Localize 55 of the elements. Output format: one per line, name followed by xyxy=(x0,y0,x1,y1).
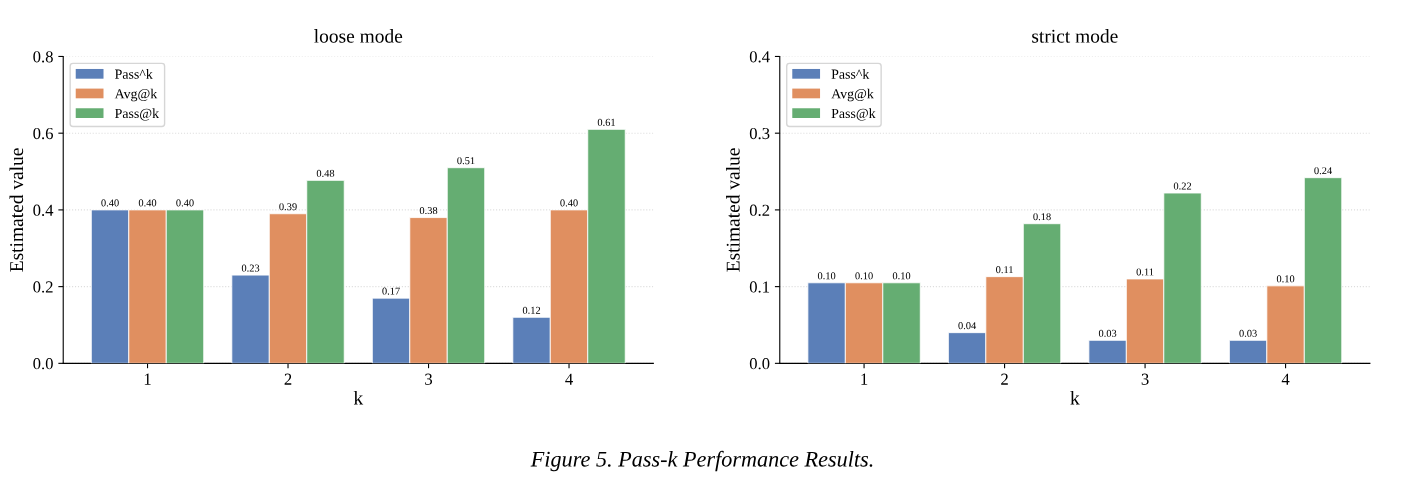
legend-label: Pass^k xyxy=(115,69,153,79)
x-tick-label: 4 xyxy=(565,373,573,385)
y-tick-label: 0.3 xyxy=(749,127,770,140)
data-label: 0.22 xyxy=(1173,182,1192,190)
data-label: 0.23 xyxy=(241,264,260,272)
x-tick-label: 1 xyxy=(861,373,868,385)
y-axis-title: Estimated value xyxy=(726,148,740,272)
x-axis-title: k xyxy=(1070,390,1080,405)
y-tick-label: 0.4 xyxy=(33,204,54,216)
chart-title: loose mode xyxy=(314,29,403,43)
y-tick-label: 0.8 xyxy=(33,51,53,63)
data-label: 0.11 xyxy=(1136,268,1154,276)
data-label: 0.11 xyxy=(996,266,1013,274)
data-label: 0.38 xyxy=(419,207,438,215)
data-label: 0.40 xyxy=(176,199,194,207)
data-label: 0.24 xyxy=(1314,167,1332,175)
data-label: 0.03 xyxy=(1098,329,1117,337)
data-label: 0.04 xyxy=(958,322,977,330)
y-tick-label: 0.1 xyxy=(749,281,770,293)
x-tick-label: 2 xyxy=(1001,373,1008,385)
data-label: 0.51 xyxy=(457,157,475,165)
x-tick-label: 2 xyxy=(284,373,292,385)
legend-label: Pass@k xyxy=(115,108,160,121)
data-label: 0.61 xyxy=(597,118,615,126)
x-tick-label: 3 xyxy=(425,373,433,385)
x-tick-label: 1 xyxy=(144,373,151,385)
y-tick-label: 0.4 xyxy=(749,51,770,63)
x-tick-label: 3 xyxy=(1141,373,1149,385)
data-label: 0.12 xyxy=(522,306,541,314)
legend-label: Avg@k xyxy=(114,88,158,102)
data-label: 0.40 xyxy=(101,199,119,207)
y-tick-label: 0.0 xyxy=(33,358,53,370)
legend-label: Avg@k xyxy=(831,88,874,102)
data-label: 0.10 xyxy=(817,272,836,280)
chart-title: strict mode xyxy=(1032,29,1118,43)
legend-label: Pass@k xyxy=(831,108,876,121)
data-label: 0.17 xyxy=(382,287,400,295)
y-axis-title: Estimated value xyxy=(9,148,24,272)
data-label: 0.40 xyxy=(138,199,157,207)
data-label: 0.10 xyxy=(855,272,873,280)
data-label: 0.03 xyxy=(1239,329,1257,337)
x-axis-title: k xyxy=(353,390,364,405)
caption: Figure 5. Pass-k Performance Results. xyxy=(530,450,873,472)
data-label: 0.40 xyxy=(560,199,578,207)
data-label: 0.48 xyxy=(316,169,335,177)
data-label: 0.10 xyxy=(892,272,911,280)
y-tick-label: 0.6 xyxy=(33,127,54,140)
x-tick-label: 4 xyxy=(1281,373,1290,385)
legend-label: Pass^k xyxy=(831,69,870,79)
y-tick-label: 0.0 xyxy=(749,358,770,370)
y-tick-label: 0.2 xyxy=(33,281,53,293)
data-label: 0.10 xyxy=(1276,275,1295,283)
data-label: 0.39 xyxy=(279,203,297,211)
y-tick-label: 0.2 xyxy=(749,204,770,216)
data-label: 0.18 xyxy=(1033,213,1051,221)
